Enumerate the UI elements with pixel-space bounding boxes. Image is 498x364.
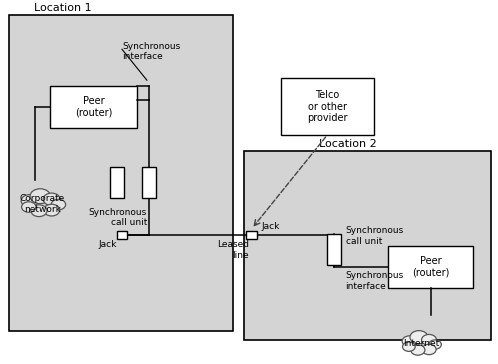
FancyBboxPatch shape: [244, 151, 491, 340]
FancyBboxPatch shape: [110, 167, 124, 198]
Circle shape: [21, 202, 36, 212]
FancyBboxPatch shape: [281, 78, 374, 135]
FancyBboxPatch shape: [142, 167, 156, 198]
Text: Leased
line: Leased line: [217, 240, 249, 260]
FancyBboxPatch shape: [388, 246, 473, 288]
Text: Jack: Jack: [262, 222, 280, 231]
Text: Peer
(router): Peer (router): [75, 96, 112, 118]
Circle shape: [402, 336, 417, 347]
Text: Synchronous
call unit: Synchronous call unit: [346, 226, 404, 246]
Circle shape: [429, 340, 441, 349]
Text: Peer
(router): Peer (router): [412, 256, 450, 277]
FancyBboxPatch shape: [50, 86, 137, 127]
Circle shape: [21, 195, 38, 207]
FancyBboxPatch shape: [117, 231, 127, 239]
Circle shape: [31, 205, 47, 217]
Circle shape: [410, 331, 428, 344]
Circle shape: [30, 189, 50, 203]
Circle shape: [44, 204, 60, 216]
FancyBboxPatch shape: [327, 234, 341, 265]
FancyBboxPatch shape: [246, 231, 257, 239]
Text: Synchronous
interface: Synchronous interface: [346, 271, 404, 290]
Circle shape: [422, 344, 436, 355]
Circle shape: [43, 193, 60, 205]
Circle shape: [402, 342, 415, 351]
Text: Synchronous
call unit: Synchronous call unit: [89, 207, 147, 227]
Circle shape: [421, 335, 436, 345]
Text: Location 1: Location 1: [34, 3, 92, 13]
Text: Synchronous
interface: Synchronous interface: [122, 42, 180, 62]
Text: Telco
or other
provider: Telco or other provider: [307, 90, 348, 123]
Text: Jack: Jack: [99, 240, 117, 249]
Circle shape: [51, 199, 66, 210]
Circle shape: [411, 345, 425, 355]
Text: Corporate
network: Corporate network: [20, 194, 65, 214]
Text: Location 2: Location 2: [319, 139, 376, 149]
Text: Internet: Internet: [403, 340, 439, 348]
FancyBboxPatch shape: [9, 15, 233, 331]
